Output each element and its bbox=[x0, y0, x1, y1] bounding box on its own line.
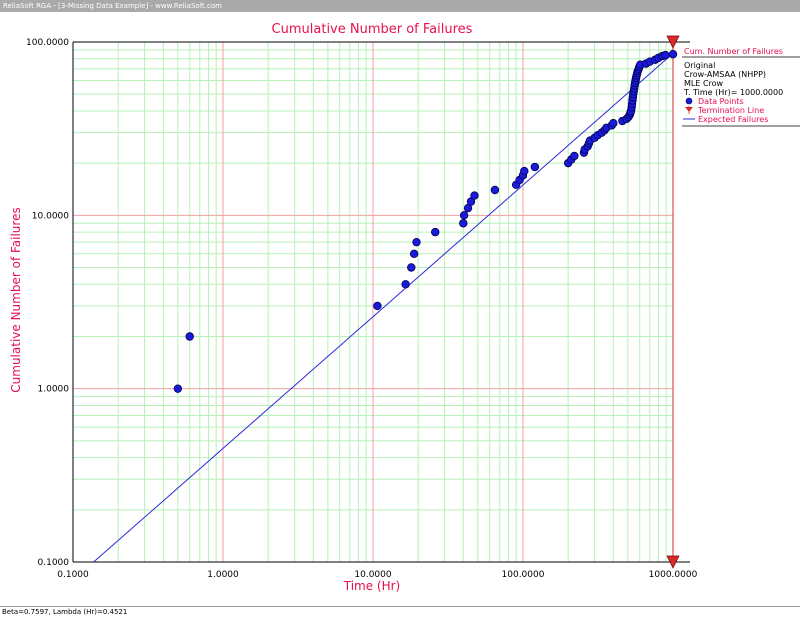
legend-header: Cum. Number of Failures bbox=[684, 47, 783, 56]
y-tick-label: 10.0000 bbox=[32, 211, 69, 221]
x-tick-label: 100.0000 bbox=[502, 570, 545, 580]
legend-text-line: Original bbox=[684, 61, 715, 70]
data-point bbox=[490, 185, 500, 195]
legend-text-line: MLE Crow bbox=[684, 79, 724, 88]
status-text: Beta=0.7597, Lambda (Hr)=0.4521 bbox=[2, 608, 128, 616]
data-point bbox=[185, 332, 194, 341]
legend-item-label: Expected Failures bbox=[698, 115, 768, 124]
data-point bbox=[520, 166, 529, 176]
data-point bbox=[668, 50, 678, 59]
data-point bbox=[431, 227, 440, 237]
data-point bbox=[373, 301, 382, 311]
legend: Cum. Number of Failures OriginalCrow-AMSA… bbox=[682, 47, 800, 127]
data-point bbox=[407, 263, 416, 272]
x-tick-label: 1000.0000 bbox=[649, 570, 698, 580]
x-tick-label: 10.0000 bbox=[354, 570, 391, 580]
termination-marker-top bbox=[666, 35, 680, 49]
y-axis-label: Cumulative Number of Failures bbox=[9, 207, 23, 392]
series bbox=[93, 35, 680, 569]
legend-item-label: Termination Line bbox=[697, 106, 764, 115]
data-point bbox=[609, 119, 618, 128]
data-point bbox=[173, 384, 183, 393]
x-tick-label: 1.0000 bbox=[207, 570, 239, 580]
data-point bbox=[570, 151, 579, 161]
window-title: ReliaSoft RGA - [3-Missing Data Example]… bbox=[3, 2, 222, 10]
status-bar: Beta=0.7597, Lambda (Hr)=0.4521 bbox=[0, 606, 800, 617]
axes bbox=[72, 41, 690, 563]
y-tick-label: 1.0000 bbox=[38, 385, 70, 395]
x-axis-label: Time (Hr) bbox=[343, 579, 401, 593]
x-tick-label: 0.1000 bbox=[57, 570, 89, 580]
data-point bbox=[459, 219, 468, 228]
grid bbox=[72, 41, 674, 563]
chart-title: Cumulative Number of Failures bbox=[272, 22, 473, 37]
legend-text-line: T. Time (Hr)= 1000.0000 bbox=[683, 88, 783, 97]
y-tick-label: 0.1000 bbox=[38, 558, 70, 568]
legend-dot-icon bbox=[685, 97, 693, 105]
data-point bbox=[409, 249, 419, 258]
expected-failures-line bbox=[93, 53, 674, 563]
data-point bbox=[661, 50, 670, 60]
termination-marker-bottom bbox=[666, 555, 680, 569]
data-point bbox=[530, 162, 540, 172]
legend-item-label: Data Points bbox=[698, 97, 744, 106]
legend-text-line: Crow-AMSAA (NHPP) bbox=[684, 70, 766, 79]
tick-labels: 0.1000 1.0000 10.0000 100.0000 1000.0000 0.10… bbox=[26, 38, 698, 580]
data-point bbox=[470, 191, 479, 200]
data-point bbox=[412, 237, 421, 247]
window-title-bar: ReliaSoft RGA - [3-Missing Data Example]… bbox=[0, 0, 800, 12]
data-point bbox=[401, 280, 410, 289]
data-point bbox=[459, 211, 469, 220]
legend-triangle-icon bbox=[685, 107, 693, 112]
chart-area: Cumulative Number of Failures Cumulative… bbox=[9, 22, 800, 593]
y-tick-label: 100.0000 bbox=[26, 38, 69, 48]
